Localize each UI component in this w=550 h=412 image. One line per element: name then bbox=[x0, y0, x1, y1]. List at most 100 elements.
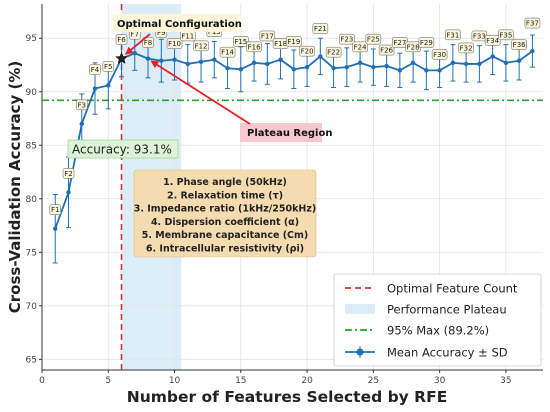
feature-label: F4 bbox=[89, 64, 101, 75]
feature-label: F24 bbox=[352, 41, 368, 53]
data-point bbox=[251, 60, 257, 66]
y-axis-title: Cross-Validation Accuracy (%) bbox=[6, 61, 24, 314]
data-point bbox=[371, 64, 376, 70]
feature-label-box bbox=[325, 46, 342, 58]
data-point bbox=[185, 61, 190, 67]
y-tick-label: 80 bbox=[26, 195, 38, 205]
feature-label-text: F11 bbox=[181, 32, 194, 40]
feature-label-text: F9 bbox=[157, 29, 165, 37]
feature-label-box bbox=[259, 30, 276, 42]
y-tick-label: 75 bbox=[26, 248, 37, 258]
feature-label: F18 bbox=[272, 38, 289, 49]
x-tick-label: 25 bbox=[368, 376, 379, 386]
feature-label: F12 bbox=[193, 40, 209, 52]
feature-label-box bbox=[431, 49, 448, 60]
x-axis-title: Number of Features Selected by RFE bbox=[127, 388, 448, 406]
feature-label-text: F15 bbox=[234, 38, 247, 46]
feature-label: F17 bbox=[259, 30, 276, 42]
optimal-arrow bbox=[124, 33, 151, 55]
plateau-annotation-box bbox=[240, 123, 322, 142]
feature-label: F20 bbox=[299, 45, 315, 57]
feature-label-text: F22 bbox=[327, 49, 340, 57]
feature-ranking-item: 2. Relaxation time (τ) bbox=[167, 190, 283, 201]
data-point bbox=[238, 67, 244, 72]
feature-label-box bbox=[219, 46, 236, 58]
x-tick-label: 20 bbox=[301, 376, 313, 386]
feature-label: F2 bbox=[62, 168, 75, 179]
feature-label-box bbox=[524, 17, 541, 29]
feature-label-box bbox=[458, 42, 474, 54]
feature-label-text: F26 bbox=[380, 47, 393, 55]
feature-label: F23 bbox=[339, 33, 355, 45]
feature-label-text: F27 bbox=[393, 39, 406, 47]
feature-label-box bbox=[312, 23, 329, 34]
feature-label: F6 bbox=[115, 34, 128, 45]
feature-label: F16 bbox=[246, 41, 262, 53]
legend-entry-label: Mean Accuracy ± SD bbox=[387, 346, 508, 360]
data-point bbox=[490, 54, 495, 59]
feature-label-text: F8 bbox=[144, 39, 152, 47]
feature-label-text: F10 bbox=[168, 40, 181, 48]
x-tick-label: 35 bbox=[500, 376, 511, 386]
feature-label-box bbox=[299, 45, 315, 57]
feature-label: F26 bbox=[378, 44, 395, 56]
feature-label-text: F17 bbox=[261, 32, 274, 40]
y-tick-label: 65 bbox=[26, 355, 37, 365]
feature-label-text: F35 bbox=[499, 31, 512, 39]
data-point bbox=[384, 63, 389, 69]
feature-label-box bbox=[352, 41, 368, 53]
data-point bbox=[145, 56, 151, 61]
feature-label-text: F1 bbox=[51, 206, 59, 214]
data-point bbox=[79, 121, 84, 127]
accuracy-annotation-text: Accuracy: 93.1% bbox=[72, 143, 172, 157]
feature-label-text: F21 bbox=[314, 25, 327, 33]
data-point bbox=[450, 60, 456, 66]
feature-label: F28 bbox=[405, 41, 421, 53]
feature-label-box bbox=[418, 37, 435, 48]
data-point bbox=[159, 58, 164, 63]
y-tick-label: 70 bbox=[26, 302, 38, 312]
feature-label-box bbox=[49, 204, 62, 216]
data-point bbox=[304, 64, 310, 70]
data-point bbox=[225, 66, 230, 71]
x-tick-label: 30 bbox=[434, 376, 446, 386]
feature-label-text: F4 bbox=[91, 66, 100, 74]
feature-label-text: F34 bbox=[486, 37, 499, 45]
feature-label-text: F24 bbox=[354, 43, 367, 51]
feature-label: F30 bbox=[431, 49, 448, 60]
feature-ranking-item: 1. Phase angle (50kHz) bbox=[163, 177, 287, 188]
feature-ranking-item: 5. Membrane capacitance (Cm) bbox=[142, 230, 309, 241]
feature-label-text: F3 bbox=[78, 101, 86, 109]
feature-label: F15 bbox=[233, 35, 249, 47]
feature-ranking-box bbox=[133, 169, 317, 258]
plateau-annotation-text: Plateau Region bbox=[247, 128, 332, 139]
data-point bbox=[530, 48, 535, 54]
accuracy-annotation-box bbox=[67, 139, 179, 159]
feature-label: F5 bbox=[102, 61, 115, 72]
feature-label: F31 bbox=[445, 29, 461, 41]
data-point bbox=[410, 60, 416, 66]
feature-label-box bbox=[142, 37, 154, 48]
data-point bbox=[331, 66, 336, 71]
y-tick-label: 85 bbox=[26, 141, 37, 151]
feature-label-box bbox=[102, 61, 115, 72]
feature-label-text: F19 bbox=[287, 38, 300, 46]
data-point bbox=[424, 68, 429, 73]
legend-entry-label: 95% Max (89.2%) bbox=[387, 324, 489, 338]
feature-label-text: F12 bbox=[195, 42, 208, 50]
feature-label-text: F36 bbox=[513, 41, 526, 49]
x-tick-label: 0 bbox=[39, 376, 45, 386]
feature-label-box bbox=[286, 35, 302, 47]
feature-label-text: F31 bbox=[446, 31, 459, 39]
data-point bbox=[357, 60, 363, 66]
data-point bbox=[265, 61, 270, 67]
legend-swatch-plateau bbox=[345, 304, 375, 314]
data-point bbox=[53, 226, 58, 231]
feature-label: F27 bbox=[392, 37, 408, 48]
data-point bbox=[463, 61, 469, 67]
feature-label-text: F33 bbox=[473, 32, 486, 40]
x-tick-label: 10 bbox=[169, 376, 181, 386]
feature-label-box bbox=[89, 64, 101, 75]
feature-label-box bbox=[378, 44, 395, 56]
feature-label: F22 bbox=[325, 46, 342, 58]
